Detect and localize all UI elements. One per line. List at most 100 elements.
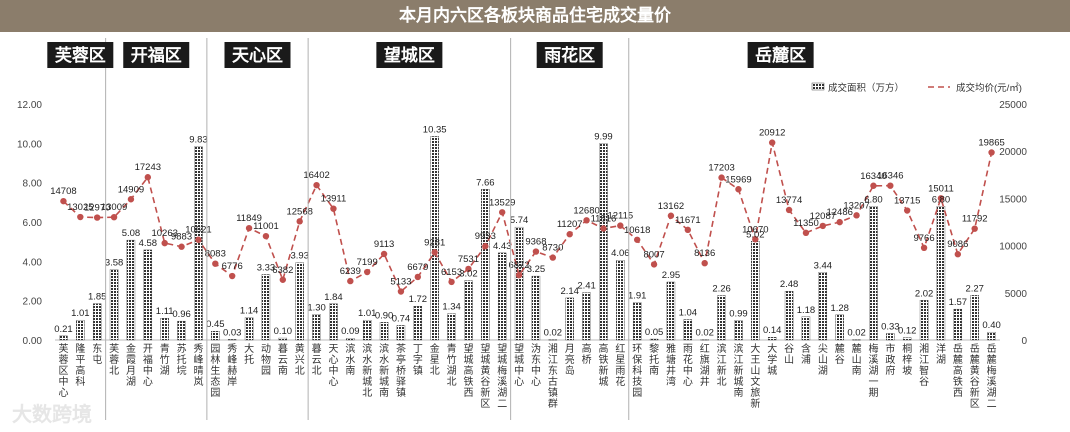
price-data-label: 12568 [286,206,312,217]
bar-area [649,338,659,341]
district-tag-label: 岳麓区 [755,45,806,65]
x-tick-label: 望城中心 [514,342,524,388]
price-data-label: 10263 [151,228,177,239]
x-tick-label: 芙蓉北 [109,342,119,377]
bar-area [548,339,558,341]
x-tick-label: 茶亭桥驿镇 [396,342,406,399]
price-point [836,218,843,226]
area-data-label: 0.99 [729,309,748,320]
area-data-label: 2.95 [662,270,681,281]
y-left-tick-label: 12.00 [17,100,42,111]
price-point [431,249,438,256]
x-tick-label: 黄兴北 [295,342,305,377]
x-tick-label: 天心中心 [328,344,338,388]
price-data-label: 12115 [607,211,633,222]
price-point [583,217,590,224]
price-data-label: 9933 [475,231,496,242]
area-data-label: 1.34 [442,302,461,313]
bar-area [514,226,524,341]
area-data-label: 1.04 [679,308,698,319]
price-point [296,218,303,225]
price-point [701,259,708,267]
price-data-label: 12680 [573,205,599,216]
bar-area [295,262,304,341]
area-data-label: 2.41 [577,281,596,292]
y-left-tick-label: 6.00 [23,218,43,229]
price-data-label: 16346 [877,171,903,182]
bar-area [177,320,186,341]
area-data-label: 1.11 [156,306,174,317]
price-data-label: 10618 [624,225,650,236]
price-data-label: 6776 [222,261,243,272]
x-tick-label: 高铁新城 [598,342,608,388]
area-data-label: 1.14 [240,306,259,317]
price-point [617,222,624,229]
area-data-label: 7.66 [476,177,495,188]
price-data-label: 6872 [508,260,529,271]
bar-area [565,297,574,341]
price-point [937,195,945,202]
price-data-label: 8136 [694,248,715,259]
price-point [600,225,607,232]
price-data-label: 13025 [67,202,93,213]
area-data-label: 2.48 [780,279,799,290]
price-point [549,254,557,261]
x-tick-label: 苏托垸 [177,342,187,377]
x-tick-label: 秀峰赫岸 [227,343,237,388]
price-data-label: 13207 [843,200,869,211]
x-tick-label: 岳麓梅溪湖二 [987,343,997,410]
legend-area-swatch [811,82,825,91]
x-tick-label: 洋湖 [936,342,946,366]
area-data-label: 0.14 [763,325,782,336]
area-data-label: 0.12 [898,326,917,337]
y-right-tick-label: 15000 [999,194,1027,205]
area-data-label: 5.08 [122,228,141,239]
price-data-label: 17243 [135,162,161,173]
bar-area [464,280,473,341]
price-data-label: 9113 [374,239,394,250]
bar-area [396,325,406,341]
bar-area [244,317,254,341]
price-data-label: 11207 [557,219,583,230]
x-tick-label: 岳麓高铁西 [953,343,963,399]
bar-area [869,206,878,341]
x-tick-label: 园林生态园 [210,343,220,399]
price-point [971,225,978,232]
area-data-label: 2.27 [965,283,984,294]
x-tick-label: 雅塘井湾 [666,342,676,388]
price-data-label: 13009 [101,202,127,213]
y-left-tick-label: 4.00 [23,257,43,268]
district-tag [536,42,603,68]
price-point [498,209,506,216]
price-data-label: 17203 [708,163,734,174]
bar-area [582,292,591,341]
area-data-label: 0.02 [695,328,714,339]
x-tick-label: 尖山湖 [818,342,828,377]
price-point [768,139,776,146]
price-point [77,213,84,221]
price-point [363,268,371,276]
area-data-label: 4.43 [493,241,512,252]
bar-area [784,291,794,341]
price-point [684,226,692,234]
price-data-label: 13911 [321,194,347,205]
x-tick-label: 黎托南 [649,342,659,377]
price-point [397,288,405,295]
price-data-label: 8083 [205,249,226,260]
legend-area-label: 成交面积（万方） [828,82,904,94]
y-left-tick-label: 8.00 [23,179,43,190]
price-point [195,236,202,243]
bar-area [92,303,102,341]
area-data-label: 1.85 [88,292,107,303]
area-data-label: 0.90 [375,310,394,321]
price-point [414,273,422,281]
bar-area [481,189,490,341]
x-tick-label: 月亮岛 [565,343,575,377]
price-data-label: 15011 [928,183,954,194]
bar-area [919,300,929,341]
price-point [515,271,523,279]
price-data-label: 13529 [489,197,515,208]
area-data-label: 6.80 [932,194,951,205]
price-data-label: 6153 [441,267,462,278]
x-tick-label: 青竹湖 [160,342,170,377]
